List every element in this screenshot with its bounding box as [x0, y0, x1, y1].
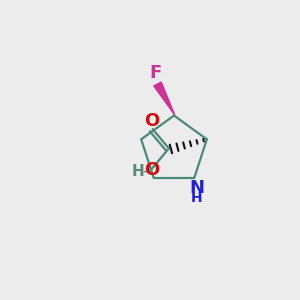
Text: N: N [189, 179, 204, 197]
Text: H: H [191, 191, 203, 205]
Text: F: F [150, 64, 162, 82]
Text: O: O [144, 112, 159, 130]
Text: -: - [142, 162, 148, 180]
Polygon shape [154, 82, 175, 115]
Text: H: H [132, 164, 145, 179]
Text: O: O [144, 161, 160, 179]
